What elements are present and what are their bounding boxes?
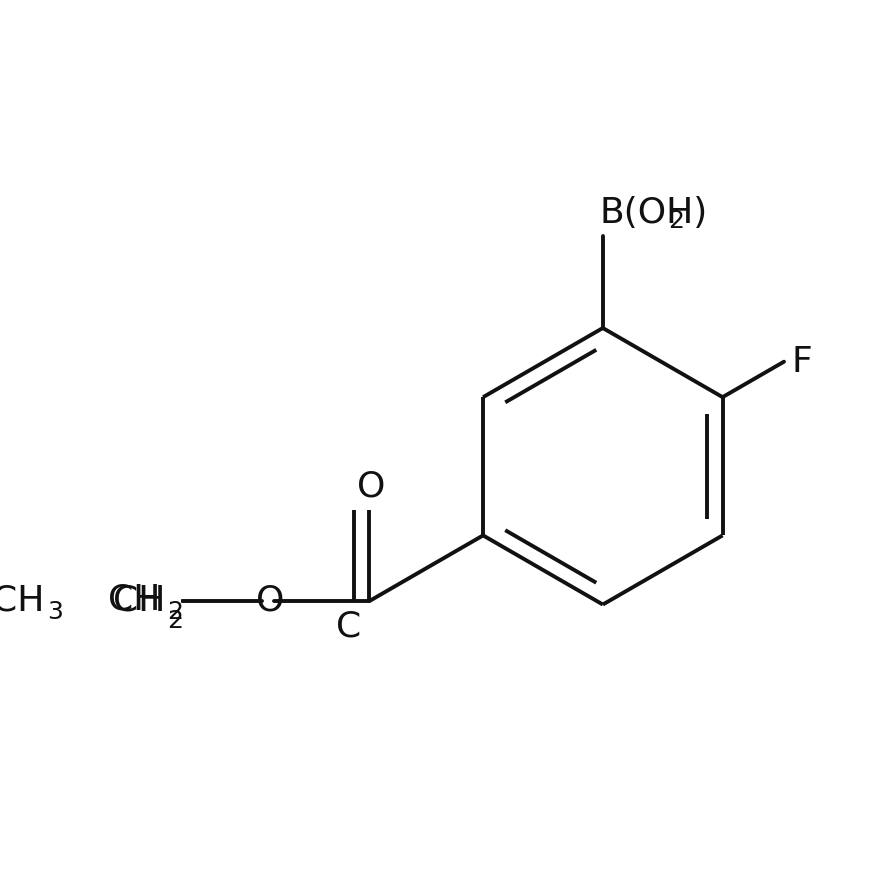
Text: 2: 2	[668, 209, 684, 233]
Text: 2: 2	[167, 600, 183, 624]
Text: B(OH): B(OH)	[599, 196, 708, 231]
Text: C: C	[336, 610, 361, 643]
Text: O: O	[358, 469, 385, 503]
Text: CH: CH	[113, 584, 166, 618]
Text: 2: 2	[167, 610, 183, 634]
Text: F: F	[791, 344, 812, 378]
Text: O: O	[256, 584, 285, 618]
Text: CH: CH	[0, 584, 44, 618]
Text: CH: CH	[108, 583, 160, 617]
Text: 3: 3	[47, 600, 63, 624]
